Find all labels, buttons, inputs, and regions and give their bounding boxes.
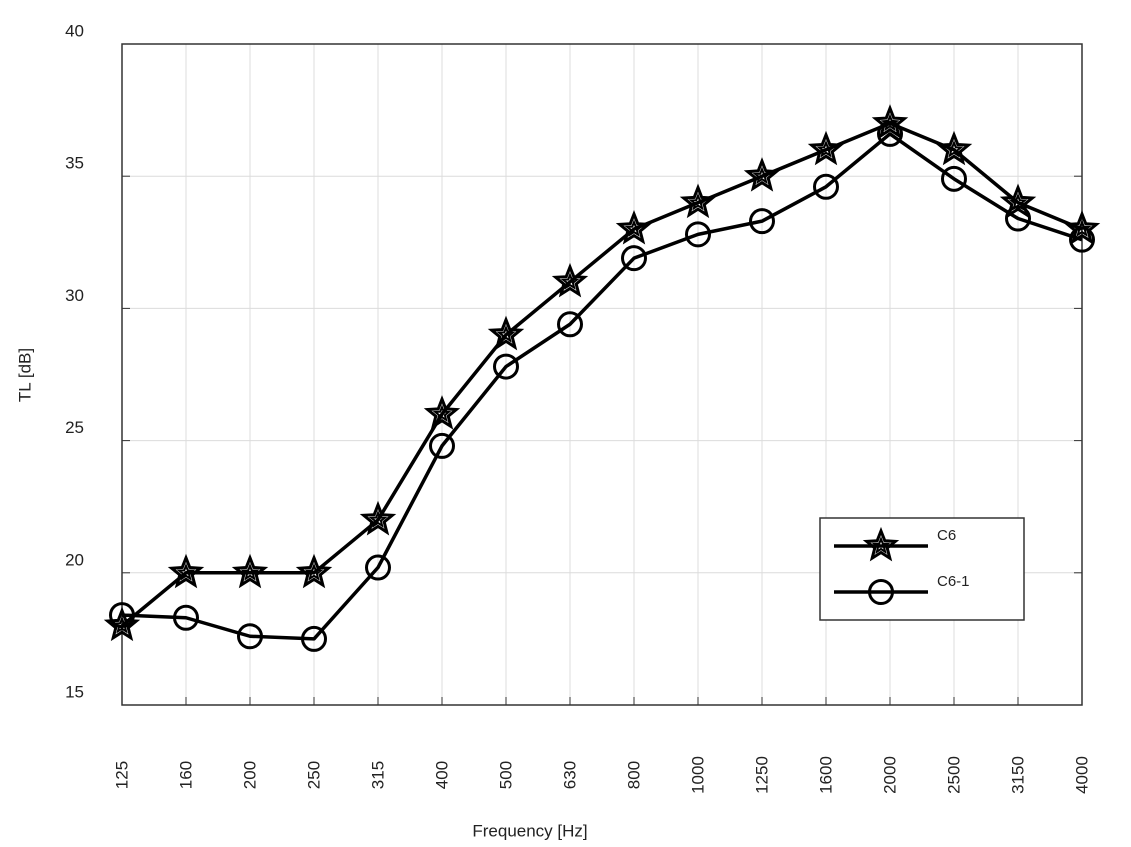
star-marker [935,130,973,166]
circle-marker [621,245,647,272]
star-marker-inner [688,192,708,211]
y-tick-label: 25 [65,418,84,437]
star-marker-inner [176,563,196,581]
star-marker [487,315,525,351]
circle-marker [1005,205,1031,232]
star-marker-inner [1072,219,1092,237]
x-tick-label: 500 [496,761,515,789]
legend-label: C6 [937,527,956,544]
star-marker-inner [752,166,772,185]
star-marker [679,183,717,219]
circle-marker [749,208,775,235]
star-marker-inner [304,563,324,581]
circle-marker [868,579,894,605]
circle-marker [941,165,967,192]
star-marker-inner [944,140,964,158]
y-tick-label: 40 [65,21,84,40]
star-marker-inner [112,615,132,634]
star-marker [167,553,205,589]
x-tick-label: 200 [240,761,259,789]
circle-marker [173,604,199,631]
star-marker-inner [624,219,644,237]
y-axis-label: TL [dB] [15,348,34,402]
circle-marker [877,120,903,147]
star-marker-inner [432,404,452,422]
circle-marker [685,221,711,248]
star-marker [999,183,1037,219]
star-marker-inner [816,140,836,158]
y-tick-label: 35 [65,154,84,173]
circle-marker [301,625,327,652]
circle-marker [813,173,839,200]
circle-marker [1069,226,1095,253]
star-marker [871,104,909,139]
series-line [121,132,1083,641]
x-tick-label: 1600 [816,756,835,794]
x-tick-label: 250 [304,761,323,789]
x-tick-label: 2000 [880,756,899,794]
x-tick-label: 2500 [944,756,963,794]
y-tick-label: 30 [65,286,84,305]
legend-label: C6-1 [937,573,970,590]
legend-box [819,517,1025,621]
star-marker-inner [240,563,260,581]
plot-frame [121,43,1083,706]
x-tick-label: 3150 [1008,756,1027,794]
star-marker [295,553,333,589]
circle-marker [365,554,391,581]
x-tick-label: 315 [368,761,387,789]
y-tick-label: 15 [65,682,84,701]
star-marker [862,526,900,562]
star-marker-inner [560,272,580,290]
star-marker [807,130,845,166]
star-marker-inner [880,113,900,132]
star-marker [423,395,461,430]
x-tick-label: 160 [176,761,195,789]
x-tick-label: 1250 [752,756,771,794]
x-tick-label: 4000 [1072,756,1091,794]
star-marker [551,262,589,298]
star-marker [615,209,653,245]
star-marker-inner [871,536,891,554]
x-tick-label: 800 [624,761,643,789]
star-marker-inner [496,325,516,343]
x-axis-label: Frequency [Hz] [472,821,587,840]
x-tick-label: 1000 [688,756,707,794]
x-tick-label: 630 [560,761,579,789]
series-line [120,121,1083,628]
circle-marker [493,353,519,380]
star-marker [231,553,269,589]
circle-marker [237,623,263,650]
circle-marker [429,432,455,459]
star-marker [1063,209,1101,245]
circle-marker [109,602,135,629]
x-tick-label: 400 [432,761,451,789]
y-tick-label: 20 [65,550,84,569]
star-marker [743,157,781,192]
circle-marker [557,311,583,338]
star-marker-inner [368,510,388,528]
x-tick-label: 125 [112,761,131,789]
star-marker [359,500,397,536]
